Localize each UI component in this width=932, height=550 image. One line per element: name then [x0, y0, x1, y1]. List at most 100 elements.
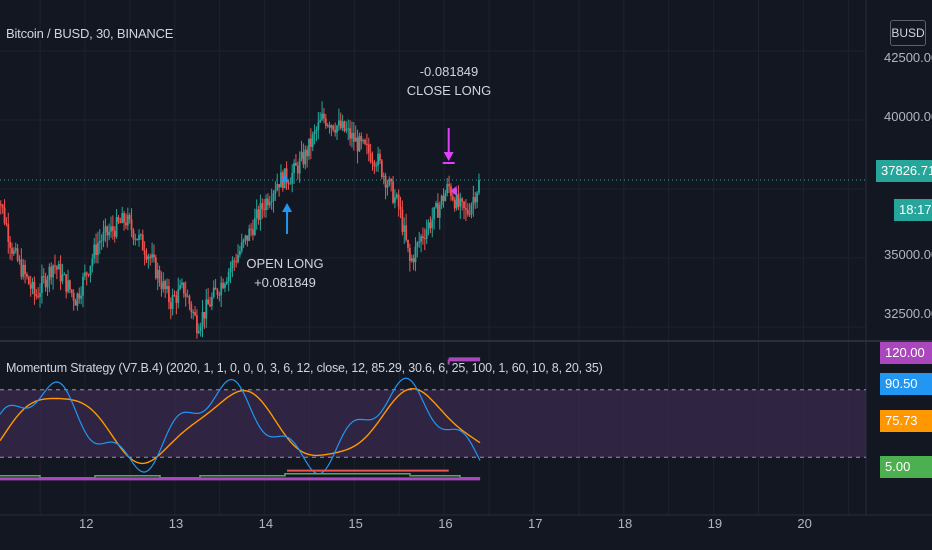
candle-body — [358, 135, 361, 152]
candle-body — [63, 274, 66, 276]
candle-body — [246, 235, 249, 241]
candle-body — [328, 125, 331, 128]
candle-body — [436, 203, 439, 218]
date-tick: 20 — [797, 516, 812, 531]
candle-body — [93, 244, 96, 259]
candle-body — [420, 236, 422, 242]
candle-body — [388, 178, 391, 185]
candle-body — [332, 125, 335, 130]
candle-body — [397, 194, 400, 207]
candle-body — [225, 281, 228, 284]
candle-body — [311, 134, 314, 147]
candle-body — [339, 120, 342, 129]
blue-series-line — [0, 377, 481, 475]
candle-body — [248, 228, 251, 241]
candle-body — [295, 162, 297, 166]
candle-body — [395, 194, 398, 198]
candle-body — [343, 121, 346, 131]
candle-body — [214, 287, 217, 290]
candle-body — [444, 193, 447, 201]
candle-body — [403, 225, 406, 232]
candle-body — [291, 173, 294, 184]
candle-body — [410, 258, 413, 261]
candle-body — [253, 218, 256, 236]
candle-body — [336, 125, 338, 133]
candle-body — [238, 250, 241, 255]
candle-body — [149, 256, 152, 258]
candle-body — [207, 299, 210, 305]
candle-body — [3, 207, 6, 224]
candle-body — [104, 226, 107, 232]
candle-body — [390, 178, 393, 182]
candle-body — [274, 190, 277, 194]
candle-body — [37, 296, 40, 298]
candle-body — [139, 234, 142, 236]
candle-body — [427, 222, 430, 230]
candle-body — [222, 282, 224, 289]
candle-body — [125, 222, 127, 226]
price-tick: 35000.00 — [884, 247, 932, 262]
candle-body — [323, 113, 325, 119]
candle-body — [69, 280, 71, 290]
candle-body — [11, 247, 13, 254]
candle-body — [203, 312, 206, 319]
candle-body — [227, 272, 230, 282]
candle-body — [321, 113, 323, 120]
open-long-label: OPEN LONG +0.081849 — [246, 256, 324, 290]
candle-body — [82, 276, 84, 296]
candle-body — [166, 286, 168, 290]
candle-body — [224, 283, 226, 289]
candle-body — [145, 254, 148, 260]
candle-body — [408, 247, 411, 261]
candle-body — [35, 294, 38, 297]
candle-body — [341, 121, 344, 129]
candle-body — [466, 209, 469, 215]
candle-body — [252, 229, 254, 236]
candle-body — [54, 265, 56, 267]
candle-body — [371, 161, 374, 163]
price-tick: 40000.00 — [884, 109, 932, 124]
candle-body — [457, 194, 460, 207]
candle-body — [179, 285, 182, 290]
candle-body — [313, 131, 316, 135]
candle-body — [425, 229, 428, 239]
candle-body — [433, 207, 436, 220]
candle-body — [72, 292, 75, 301]
indicator-title: Momentum Strategy (V7.B.4) (2020, 1, 1, … — [6, 361, 603, 375]
candle-body — [375, 165, 378, 167]
candle-body — [52, 265, 55, 278]
candle-body — [394, 197, 396, 203]
candle-body — [231, 260, 234, 268]
candle-body — [448, 184, 450, 187]
date-tick: 17 — [528, 516, 543, 531]
candle-body — [76, 293, 79, 306]
candle-body — [154, 257, 157, 279]
candle-body — [26, 273, 28, 277]
candle-body — [216, 289, 219, 295]
candle-body — [293, 162, 295, 174]
candle-body — [80, 295, 83, 299]
price-tick: 42500.00 — [884, 50, 932, 65]
countdown-tag: 18:17 — [894, 199, 932, 221]
candle-body — [27, 276, 30, 285]
candle-body — [196, 315, 198, 334]
price-tick: 32500.00 — [884, 306, 932, 321]
currency-button[interactable]: BUSD — [890, 20, 926, 46]
candle-body — [392, 181, 394, 203]
candle-body — [61, 274, 64, 282]
candle-body — [95, 244, 97, 255]
candle-body — [429, 222, 432, 229]
candle-body — [169, 302, 172, 309]
candle-body — [117, 217, 120, 222]
last-price-tag: 37826.71 — [876, 160, 932, 182]
candle-body — [405, 225, 408, 240]
candle-body — [141, 234, 144, 251]
candle-body — [308, 138, 310, 157]
candle-body — [476, 192, 479, 203]
candle-body — [351, 132, 353, 139]
candle-body — [186, 296, 189, 298]
close-long-arrowhead — [443, 152, 454, 161]
candle-body — [97, 242, 99, 255]
candle-body — [121, 213, 124, 223]
